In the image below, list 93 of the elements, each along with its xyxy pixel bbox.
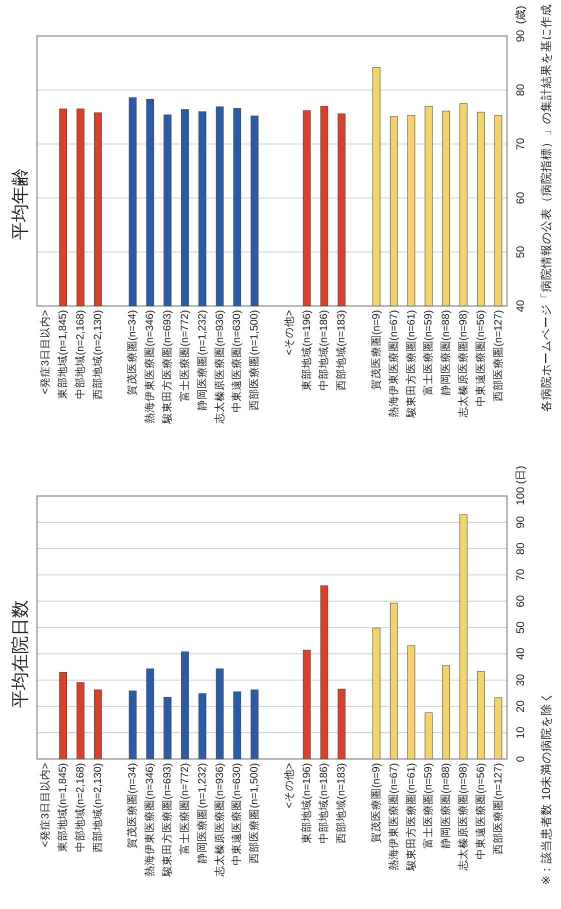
- bar: [460, 514, 468, 760]
- x-tick-label: 志太榛原医療圏(n=936): [212, 310, 226, 424]
- y-tick-label: 40: [515, 300, 527, 312]
- bar: [164, 696, 172, 760]
- y-tick-label: 100: [515, 486, 527, 506]
- bar: [233, 691, 242, 760]
- y-tick-label: 0: [515, 756, 527, 762]
- bar: [250, 690, 258, 760]
- y-tick-label: 90: [515, 516, 527, 528]
- bar: [390, 602, 398, 760]
- x-tick-label: 西部医療圏(n=1,500): [248, 763, 261, 864]
- x-tick-label: 西部医療圏(n=1,500): [248, 310, 261, 410]
- x-tick-label: 西部地域(n=2,130): [90, 763, 104, 852]
- x-tick-label: 志太榛原医療圏(n=98): [456, 310, 470, 418]
- text: ※：該当患者数 10未満の病院を除く: [539, 691, 553, 885]
- x-tick-label: 中部地域(n=186): [317, 763, 330, 844]
- bar: [320, 585, 328, 760]
- x-tick-label: 中部地域(n=2,168): [74, 310, 87, 400]
- y-axis-title: (歳): [514, 6, 527, 24]
- x-tick-label: 中東遠医療圏(n=630): [230, 310, 244, 412]
- x-tick-label: 賀茂医療圏(n=34): [126, 310, 139, 396]
- bar: [216, 668, 224, 760]
- bar: [372, 628, 380, 760]
- y-tick-label: 80: [515, 84, 527, 96]
- x-tick-label: 静岡医療圏(n=88): [439, 310, 452, 396]
- x-tick-label: 駿東田方医療圏(n=61): [404, 310, 418, 419]
- x-tick-label: 西部地域(n=2,130): [90, 310, 104, 400]
- text: 平均年齢: [10, 168, 30, 240]
- x-tick-label: 中東遠医療圏(n=56): [474, 763, 487, 860]
- x-tick-label: 駿東田方医療圏(n=61): [404, 763, 418, 872]
- y-tick-label: 70: [515, 138, 527, 150]
- y-tick-label: 20: [515, 700, 527, 713]
- x-tick-label: 西部医療圏(n=127): [491, 310, 504, 402]
- text: 平均在院日数: [10, 600, 30, 708]
- x-tick-label: 賀茂医療圏(n=9): [369, 310, 382, 390]
- bar: [181, 651, 189, 760]
- bar: [338, 688, 346, 760]
- x-tick-label: 東部地域(n=1,845): [56, 763, 70, 852]
- y-tick-label: 60: [515, 192, 527, 204]
- x-tick-label: 志太榛原医療圏(n=936): [212, 763, 226, 876]
- bar: [442, 665, 450, 760]
- bar: [146, 668, 154, 760]
- bar: [94, 690, 102, 760]
- text: 各病院ホームページ「病院情報の公表（病院指標）」の集計結果を基に作成: [539, 4, 553, 412]
- x-tick-label: 中部地域(n=186): [317, 310, 330, 390]
- bar: [476, 671, 485, 760]
- x-tick-label: 熱海伊東医療圏(n=346): [143, 763, 156, 876]
- x-tick-label: 賀茂医療圏(n=9): [369, 763, 382, 843]
- x-tick-label: 東部地域(n=196): [300, 310, 313, 390]
- y-tick-label: 90: [515, 30, 527, 42]
- x-tick-label: 賀茂医療圏(n=34): [126, 763, 139, 849]
- x-tick-label: 中東遠医療圏(n=56): [474, 310, 487, 407]
- x-tick-label: <発症3日目以内>: [38, 310, 52, 394]
- x-tick-label: 西部地域(n=183): [334, 763, 348, 844]
- x-tick-label: 東部地域(n=196): [300, 763, 313, 844]
- x-tick-label: 西部医療圏(n=127): [491, 763, 504, 854]
- x-tick-label: 熱海伊東医療圏(n=67): [386, 310, 400, 418]
- x-tick-label: <発症3日目以内>: [38, 763, 52, 848]
- x-tick-label: 富士医療圏(n=59): [422, 310, 435, 396]
- y-tick-label: 80: [515, 542, 527, 555]
- y-tick-label: 70: [515, 568, 527, 582]
- y-tick-label: 30: [515, 674, 527, 686]
- x-tick-label: 富士医療圏(n=772): [178, 763, 191, 854]
- x-tick-label: 富士医療圏(n=59): [422, 763, 435, 849]
- x-tick-label: 熱海伊東医療圏(n=67): [386, 763, 400, 871]
- x-tick-label: 静岡医療圏(n=1,232): [195, 763, 208, 864]
- x-tick-label: 静岡医療圏(n=1,232): [195, 310, 208, 410]
- y-tick-label: 10: [515, 726, 527, 739]
- y-axis-title: (日): [515, 466, 527, 484]
- x-tick-label: 富士医療圏(n=772): [178, 310, 191, 402]
- x-tick-label: 西部地域(n=183): [334, 310, 348, 390]
- bar: [198, 693, 206, 760]
- bar: [407, 645, 416, 760]
- y-tick-label: 50: [515, 621, 527, 634]
- bar: [128, 690, 137, 760]
- bar: [76, 682, 84, 760]
- y-tick-label: 40: [515, 648, 527, 660]
- bar: [424, 712, 433, 760]
- x-tick-label: 中部地域(n=2,168): [74, 763, 87, 852]
- x-tick-label: <その他>: [283, 763, 296, 808]
- bar: [59, 672, 68, 760]
- bar: [494, 697, 502, 760]
- bar: [302, 650, 311, 760]
- x-tick-label: 東部地域(n=1,845): [56, 310, 70, 400]
- y-tick-label: 50: [515, 246, 527, 258]
- x-tick-label: 駿東田方医療圏(n=693): [160, 310, 174, 424]
- y-tick-label: 60: [515, 595, 527, 608]
- x-tick-label: 志太榛原医療圏(n=98): [456, 763, 470, 871]
- x-tick-label: 駿東田方医療圏(n=693): [160, 763, 174, 878]
- x-tick-label: 熱海伊東医療圏(n=346): [143, 310, 156, 424]
- x-tick-label: <その他>: [283, 310, 296, 356]
- x-tick-label: 静岡医療圏(n=88): [439, 763, 452, 849]
- x-tick-label: 中東遠医療圏(n=630): [230, 763, 244, 866]
